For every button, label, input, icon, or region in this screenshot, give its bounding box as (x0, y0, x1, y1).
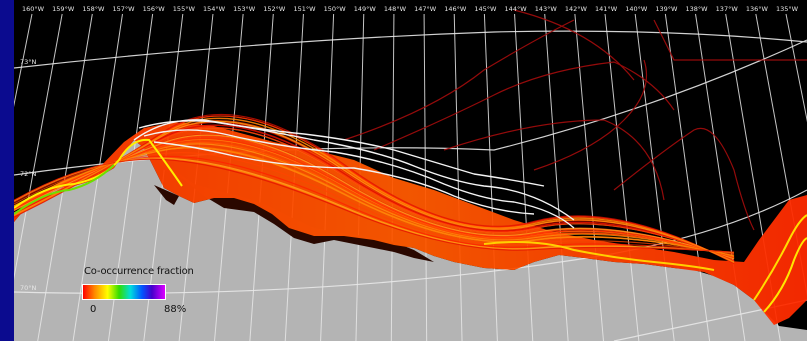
longitude-label: 158°W (82, 5, 105, 13)
meridian-line (14, 13, 63, 281)
meridian-line (785, 13, 807, 123)
meridian-line (604, 13, 640, 341)
longitude-label: 141°W (595, 5, 618, 13)
longitude-label: 147°W (414, 5, 437, 13)
meridian-line (634, 13, 675, 341)
longitude-label: 157°W (112, 5, 135, 13)
longitude-label: 139°W (655, 5, 678, 13)
legend-max-label: 88% (164, 304, 187, 315)
ice-track-strand (14, 120, 735, 263)
latitude-label-72: 72°N (20, 170, 37, 178)
ice-track-strand (14, 126, 735, 262)
ice-track-strand (14, 158, 735, 253)
white-reference-tracks (133, 119, 575, 229)
longitude-label: 142°W (565, 5, 588, 13)
longitude-label: 148°W (384, 5, 407, 13)
longitude-label: 144°W (505, 5, 528, 13)
high-fraction-tracks (14, 138, 807, 313)
meridian-line (453, 13, 463, 341)
meridian-line (664, 13, 711, 341)
longitude-label: 136°W (746, 5, 769, 13)
legend-title: Co-occurrence fraction (84, 266, 194, 277)
longitude-label: 156°W (143, 5, 166, 13)
longitude-label: 152°W (263, 5, 286, 13)
meridian-line (574, 13, 604, 341)
longitude-label: 149°W (354, 5, 377, 13)
longitude-label: 160°W (22, 5, 45, 13)
land-mass (14, 140, 807, 341)
longitude-label: 138°W (686, 5, 709, 13)
longitude-label: 135°W (776, 5, 799, 13)
colorbar-legend: Co-occurrence fraction 0 88% (70, 262, 220, 320)
longitude-label: 137°W (716, 5, 739, 13)
longitude-label: 155°W (173, 5, 196, 13)
arctic-coast-map: 160°W 159°W 158°W 157°W 156°W 155°W 154°W 153°W… (14, 5, 807, 341)
longitude-label: 145°W (474, 5, 497, 13)
longitude-label: 140°W (625, 5, 648, 13)
ice-track-strand (14, 134, 735, 260)
coastal-fringe (149, 150, 434, 262)
meridian-line (544, 13, 569, 341)
longitude-labels: 160°W 159°W 158°W 157°W 156°W 155°W 154°W 153°W… (22, 5, 799, 13)
sparse-tracks (343, 9, 807, 231)
longitude-label: 159°W (52, 5, 75, 13)
longitude-label: 151°W (293, 5, 316, 13)
longitude-label: 154°W (203, 5, 226, 13)
longitude-label: 146°W (444, 5, 467, 13)
legend-min-label: 0 (90, 304, 97, 315)
latitude-label-70: 70°N (20, 284, 37, 292)
ice-track-strand (14, 141, 735, 258)
ice-track-strand (14, 152, 735, 256)
longitude-label: 153°W (233, 5, 256, 13)
meridian-line (514, 13, 534, 341)
latitude-label-73: 73°N (20, 58, 37, 66)
ice-track-strand (14, 147, 735, 257)
legend-color-scale (82, 284, 166, 300)
longitude-label: 150°W (324, 5, 347, 13)
meridian-line (423, 13, 428, 341)
longitude-label: 143°W (535, 5, 558, 13)
ice-track-band (14, 113, 807, 325)
meridian-line (14, 13, 33, 108)
